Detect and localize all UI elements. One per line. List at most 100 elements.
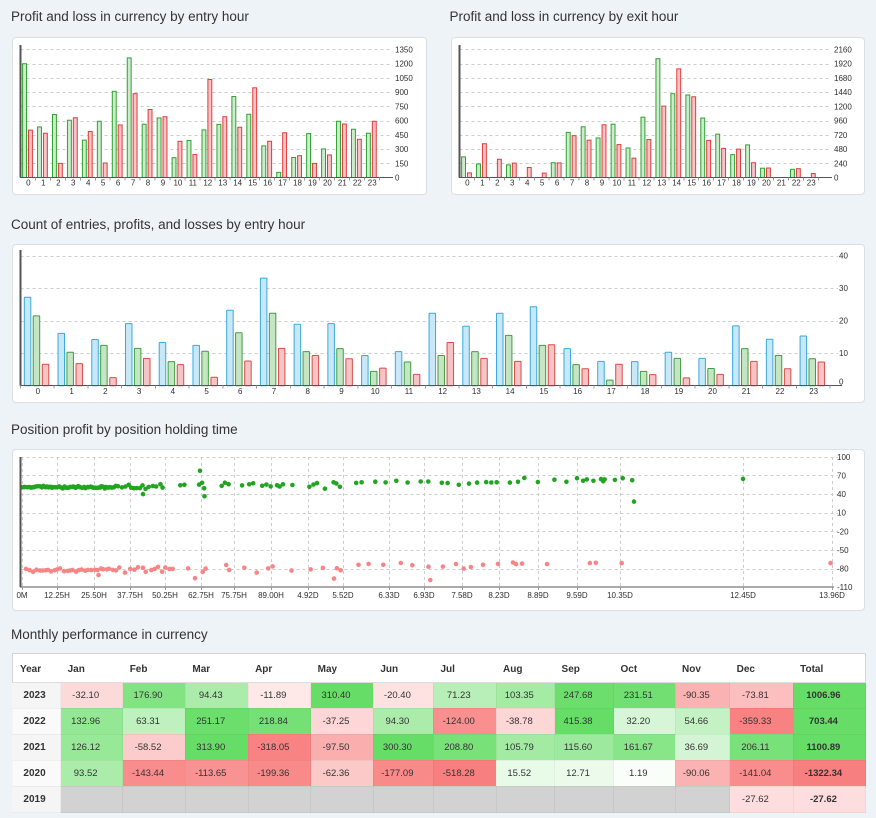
svg-text:19: 19 — [674, 387, 683, 396]
svg-text:40: 40 — [837, 490, 846, 499]
svg-text:240: 240 — [834, 159, 848, 168]
svg-text:6.93D: 6.93D — [413, 591, 435, 600]
svg-text:23: 23 — [809, 387, 818, 396]
svg-text:0: 0 — [465, 179, 470, 188]
svg-text:18: 18 — [293, 179, 302, 188]
svg-text:720: 720 — [834, 131, 848, 140]
svg-text:3: 3 — [510, 179, 515, 188]
svg-text:10.35D: 10.35D — [607, 591, 633, 600]
svg-text:11: 11 — [405, 387, 414, 396]
svg-text:100: 100 — [837, 453, 851, 462]
svg-text:21: 21 — [338, 179, 347, 188]
svg-text:2: 2 — [56, 179, 61, 188]
svg-text:30: 30 — [839, 284, 848, 293]
svg-text:600: 600 — [395, 117, 409, 126]
svg-text:1: 1 — [69, 387, 74, 396]
svg-text:8.89D: 8.89D — [527, 591, 549, 600]
svg-text:0: 0 — [834, 174, 839, 183]
svg-text:480: 480 — [834, 145, 848, 154]
svg-text:22: 22 — [353, 179, 362, 188]
svg-text:9: 9 — [161, 179, 166, 188]
svg-text:450: 450 — [395, 131, 409, 140]
svg-text:37.75H: 37.75H — [117, 591, 143, 600]
svg-text:8: 8 — [146, 179, 151, 188]
svg-text:19: 19 — [746, 179, 755, 188]
svg-text:13: 13 — [218, 179, 227, 188]
svg-text:1200: 1200 — [834, 102, 852, 111]
svg-text:750: 750 — [395, 102, 409, 111]
svg-text:10: 10 — [173, 179, 182, 188]
svg-text:8.23D: 8.23D — [488, 591, 510, 600]
svg-text:20: 20 — [761, 179, 770, 188]
svg-text:2160: 2160 — [834, 46, 852, 55]
svg-text:3: 3 — [71, 179, 76, 188]
svg-text:16: 16 — [702, 179, 711, 188]
svg-text:13: 13 — [657, 179, 666, 188]
svg-text:8: 8 — [306, 387, 311, 396]
svg-text:150: 150 — [395, 159, 409, 168]
svg-text:-110: -110 — [837, 583, 853, 592]
svg-text:6: 6 — [554, 179, 559, 188]
svg-text:960: 960 — [834, 117, 848, 126]
svg-text:6: 6 — [238, 387, 243, 396]
svg-text:17: 17 — [607, 387, 616, 396]
svg-text:7: 7 — [131, 179, 136, 188]
svg-text:23: 23 — [806, 179, 815, 188]
svg-text:50.25H: 50.25H — [152, 591, 178, 600]
svg-text:17: 17 — [278, 179, 287, 188]
svg-text:10: 10 — [612, 179, 621, 188]
svg-text:-50: -50 — [837, 546, 849, 555]
svg-text:15: 15 — [687, 179, 696, 188]
svg-text:75.75H: 75.75H — [221, 591, 247, 600]
svg-text:5: 5 — [539, 179, 544, 188]
svg-text:900: 900 — [395, 88, 409, 97]
svg-text:16: 16 — [573, 387, 582, 396]
svg-text:2: 2 — [103, 387, 108, 396]
svg-text:18: 18 — [732, 179, 741, 188]
svg-text:5.52D: 5.52D — [332, 591, 354, 600]
svg-text:23: 23 — [368, 179, 377, 188]
svg-text:6.33D: 6.33D — [378, 591, 400, 600]
svg-text:4: 4 — [524, 179, 529, 188]
svg-text:0: 0 — [839, 377, 844, 386]
svg-text:9: 9 — [599, 179, 604, 188]
svg-text:11: 11 — [189, 179, 198, 188]
svg-text:14: 14 — [672, 179, 681, 188]
svg-text:6: 6 — [116, 179, 121, 188]
svg-text:70: 70 — [837, 472, 846, 481]
svg-text:17: 17 — [717, 179, 726, 188]
svg-text:1: 1 — [480, 179, 485, 188]
svg-text:19: 19 — [308, 179, 317, 188]
svg-text:0: 0 — [395, 174, 400, 183]
svg-text:7: 7 — [272, 387, 277, 396]
svg-text:62.75H: 62.75H — [188, 591, 214, 600]
svg-text:16: 16 — [263, 179, 272, 188]
svg-text:0: 0 — [36, 387, 41, 396]
svg-text:18: 18 — [641, 387, 650, 396]
svg-text:9: 9 — [339, 387, 344, 396]
svg-text:13.96D: 13.96D — [819, 591, 845, 600]
svg-text:7: 7 — [569, 179, 574, 188]
svg-text:5: 5 — [101, 179, 106, 188]
svg-text:21: 21 — [776, 179, 785, 188]
svg-text:3: 3 — [137, 387, 142, 396]
svg-text:12: 12 — [438, 387, 447, 396]
svg-text:89.00H: 89.00H — [258, 591, 284, 600]
svg-text:1050: 1050 — [395, 74, 413, 83]
svg-text:1350: 1350 — [395, 46, 413, 55]
svg-text:40: 40 — [839, 251, 848, 260]
svg-text:300: 300 — [395, 145, 409, 154]
svg-text:13: 13 — [472, 387, 481, 396]
svg-text:12: 12 — [203, 179, 212, 188]
svg-text:1920: 1920 — [834, 60, 852, 69]
svg-text:21: 21 — [742, 387, 751, 396]
svg-text:12: 12 — [642, 179, 651, 188]
svg-text:9.59D: 9.59D — [566, 591, 588, 600]
svg-text:0M: 0M — [16, 591, 27, 600]
svg-text:20: 20 — [323, 179, 332, 188]
svg-text:25.50H: 25.50H — [81, 591, 107, 600]
svg-text:-80: -80 — [837, 565, 849, 574]
svg-text:11: 11 — [627, 179, 636, 188]
svg-text:0: 0 — [26, 179, 31, 188]
svg-text:7.58D: 7.58D — [451, 591, 473, 600]
